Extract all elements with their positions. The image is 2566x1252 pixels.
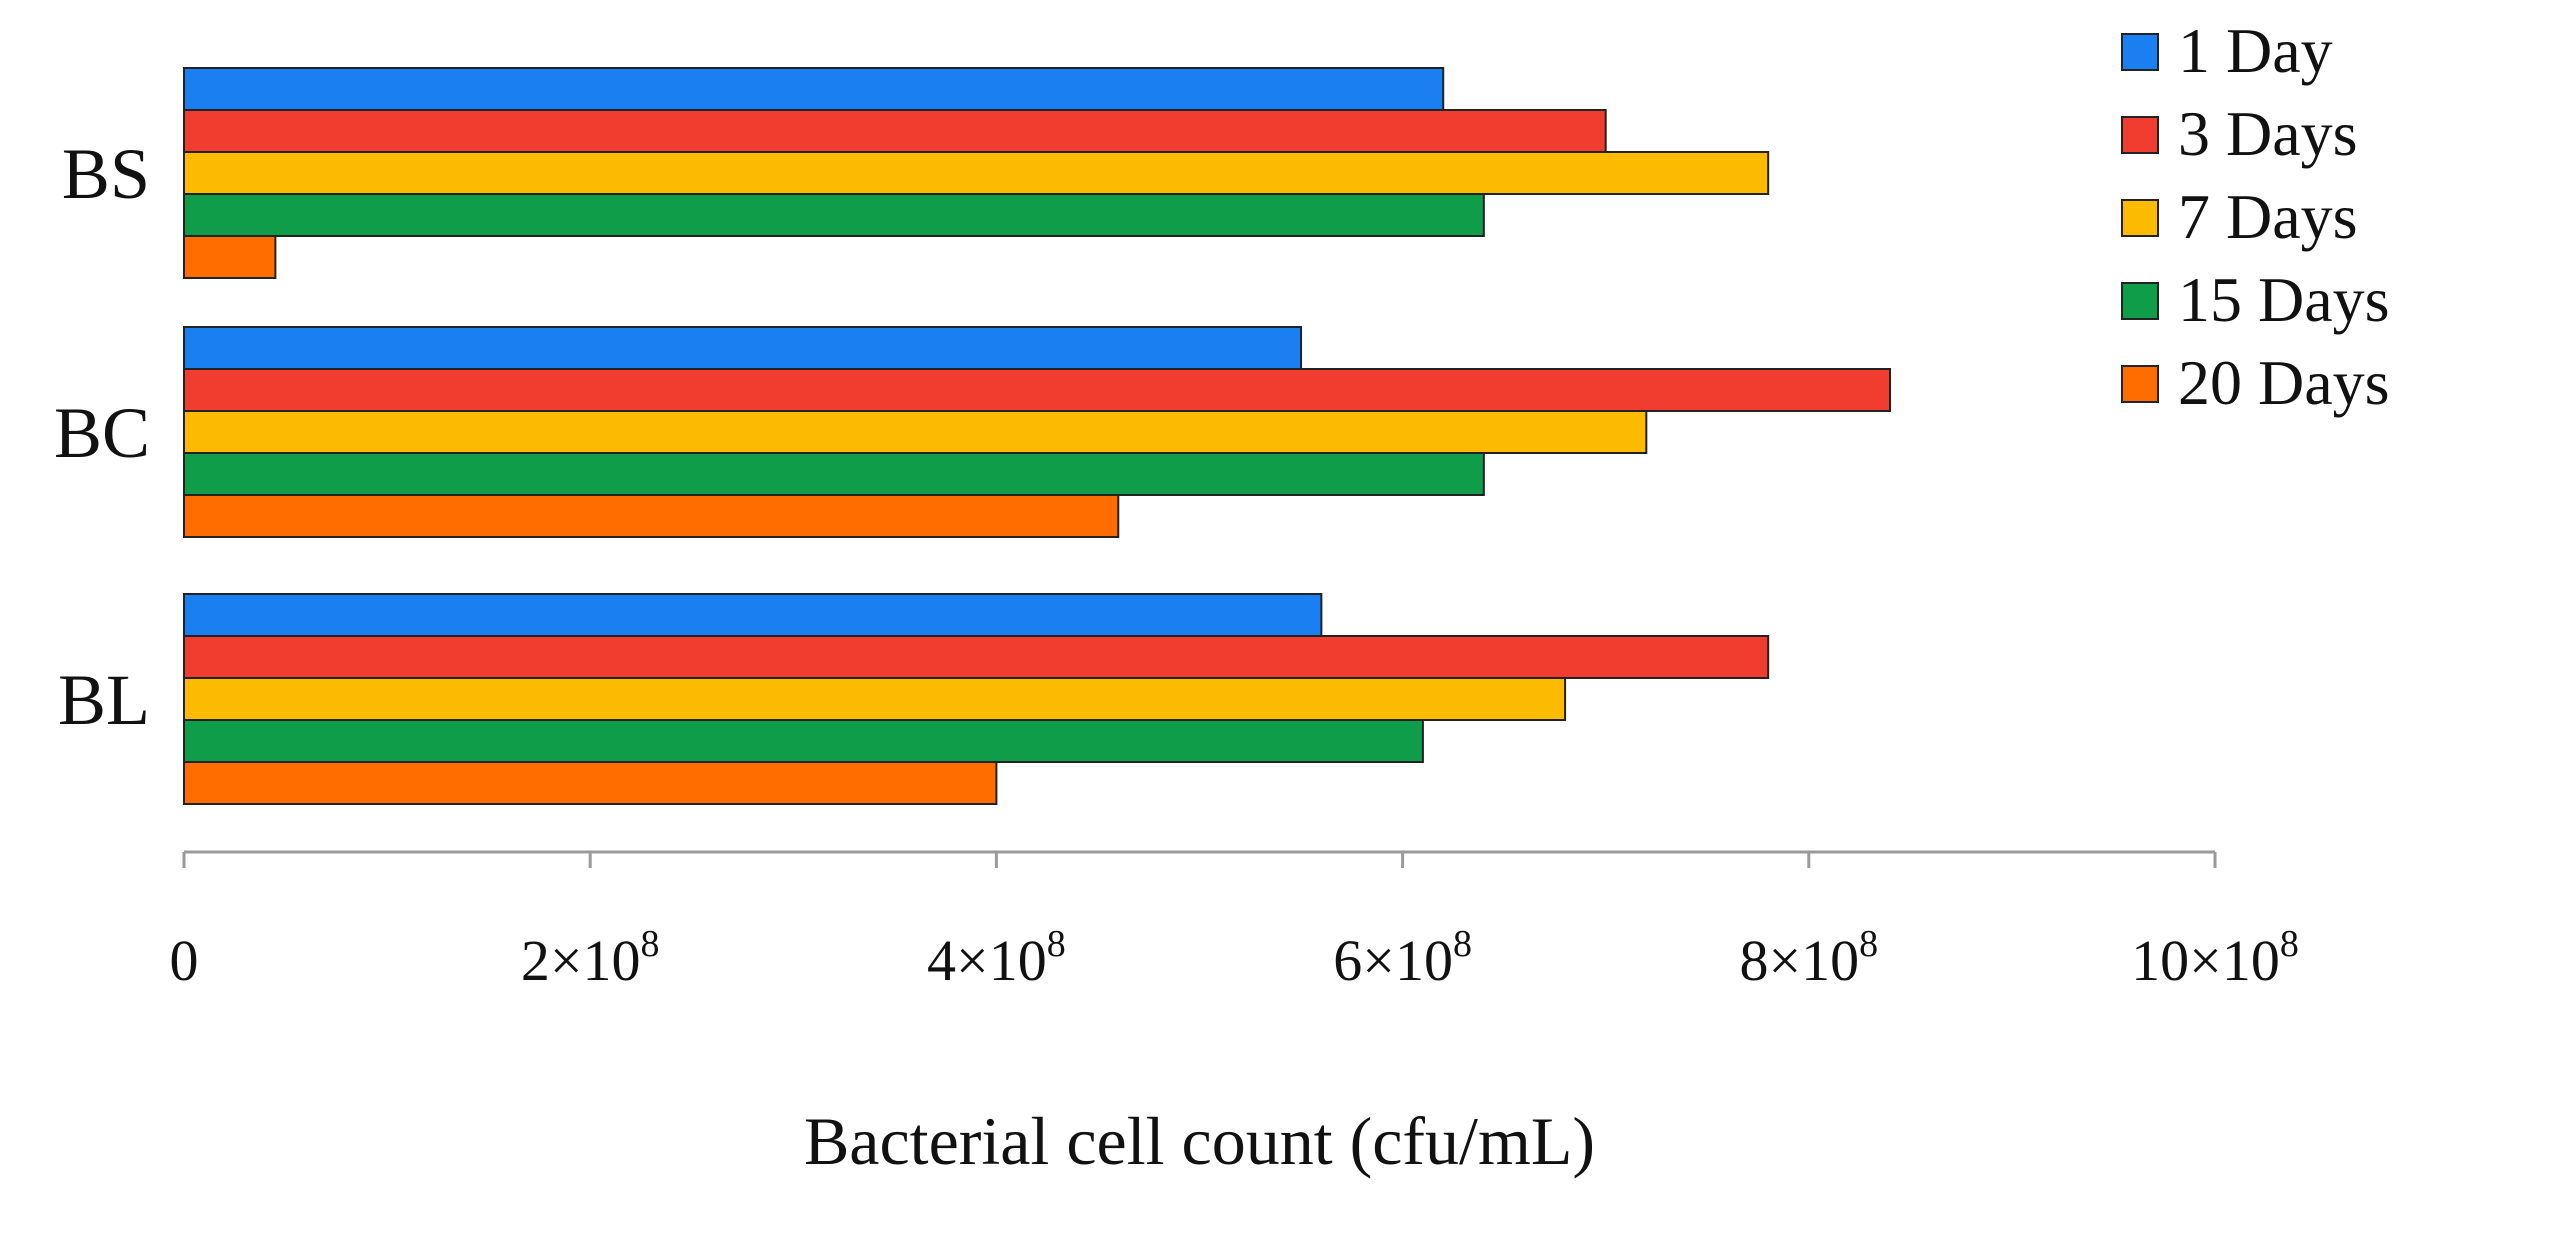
category-labels-group: BS BC BL: [54, 134, 150, 740]
legend-label-7-days: 7 Days: [2178, 181, 2358, 252]
legend-swatch-15-days: [2121, 282, 2159, 320]
bars-group: [183, 67, 1892, 805]
bar-bc-15-days: [183, 452, 1485, 496]
bar-bs-3-days: [183, 109, 1607, 153]
legend-swatch-3-days: [2121, 116, 2159, 154]
legend-swatch-20-days: [2121, 365, 2159, 403]
bar-bl-20-days: [183, 761, 998, 805]
bar-bl-3-days: [183, 635, 1770, 679]
legend-label-1-day: 1 Day: [2178, 15, 2333, 86]
bar-bc-1-day: [183, 326, 1303, 370]
legend-label-15-days: 15 Days: [2178, 264, 2390, 335]
x-axis-title: Bacterial cell count (cfu/mL): [804, 1103, 1595, 1179]
bar-bl-1-day: [183, 593, 1323, 637]
bar-bs-1-day: [183, 67, 1445, 111]
legend-label-20-days: 20 Days: [2178, 347, 2390, 418]
bar-bs-7-days: [183, 151, 1770, 195]
bar-bs-20-days: [183, 235, 277, 279]
x-tick-label: 6×108: [1333, 923, 1472, 993]
legend-label-3-days: 3 Days: [2178, 98, 2358, 169]
bar-bc-7-days: [183, 410, 1648, 454]
legend-swatch-1-day: [2121, 33, 2159, 71]
bar-bl-15-days: [183, 719, 1424, 763]
bar-bc-20-days: [183, 494, 1120, 538]
category-label-bl: BL: [58, 660, 150, 740]
legend: 1 Day 3 Days 7 Days 15 Days 20 Days: [2121, 15, 2390, 418]
x-ticks-group: 0 2×108 4×108 6×108 8×108 10×108: [170, 852, 2299, 993]
x-tick-label: 8×108: [1739, 923, 1878, 993]
x-tick-label: 0: [170, 928, 199, 993]
x-tick-label: 4×108: [927, 923, 1066, 993]
bar-bs-15-days: [183, 193, 1485, 237]
category-label-bs: BS: [62, 134, 150, 214]
x-tick-label: 10×108: [2131, 923, 2299, 993]
legend-swatch-7-days: [2121, 199, 2159, 237]
bar-bl-7-days: [183, 677, 1567, 721]
bar-bc-3-days: [183, 368, 1892, 412]
category-label-bc: BC: [54, 393, 150, 473]
x-tick-label: 2×108: [521, 923, 660, 993]
